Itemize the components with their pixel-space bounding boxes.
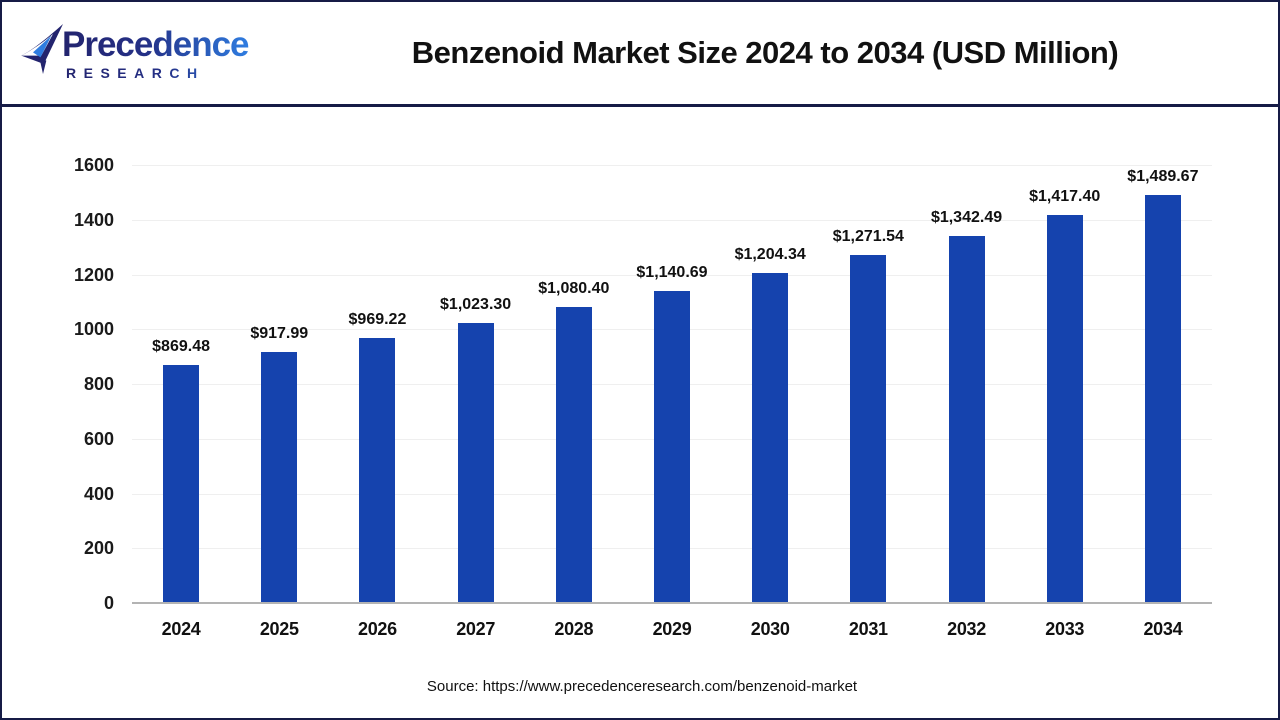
page-title: Benzenoid Market Size 2024 to 2034 (USD … (411, 35, 1119, 70)
paper-plane-logo-icon (21, 24, 63, 74)
x-axis-baseline (132, 602, 1212, 604)
logo-subtitle: RESEARCH (62, 66, 249, 80)
y-axis-tick-label: 800 (83, 374, 114, 394)
bar-value-label: $1,417.40 (1029, 188, 1101, 205)
x-axis-tick-label: 2031 (848, 619, 888, 639)
y-axis-tick-label: 0 (103, 593, 114, 613)
x-axis-tick-label: 2029 (652, 619, 692, 639)
chart-region: 0 200 400 600 800 1000 1200 1400 1600 $869.48 2024… (2, 110, 1278, 718)
x-axis-tick-label: 2034 (1143, 619, 1183, 639)
bar-2026 (359, 337, 396, 603)
bar-value-label: $1,271.54 (832, 227, 904, 245)
bar-2025 (261, 351, 298, 603)
bar-value-label: $1,023.30 (440, 295, 512, 313)
bar-slot: $1,417.40 2033 (1016, 165, 1114, 639)
gridline (132, 165, 1212, 166)
gridline (132, 219, 1212, 221)
y-axis-tick-label: 400 (83, 483, 114, 504)
gridline (132, 274, 1212, 276)
bar-slot: $1,140.69 2029 (623, 165, 721, 639)
bar-slot: $1,342.49 2032 (917, 165, 1015, 640)
bar-slot: $917.99 2025 (230, 165, 328, 639)
logo-text: Precedence RESEARCH (62, 24, 250, 80)
x-axis-tick-label: 2024 (161, 619, 201, 639)
x-axis-tick-label: 2026 (358, 619, 397, 639)
bar-2032 (948, 235, 985, 603)
bar-2033 (1046, 215, 1083, 603)
bar-slot: $869.48 2024 (132, 165, 230, 639)
bar-slot: $1,271.54 2031 (819, 165, 917, 639)
logo-wordmark: Precedence (62, 24, 250, 64)
y-axis-tick-label: 1200 (73, 264, 114, 285)
x-axis-tick-label: 2033 (1045, 619, 1085, 639)
bar-value-label: $1,489.67 (1127, 168, 1199, 186)
x-axis-tick-label: 2027 (456, 619, 496, 639)
bar-2031 (850, 254, 887, 603)
bar-slot: $1,080.40 2028 (525, 165, 623, 639)
x-axis-tick-label: 2030 (750, 619, 790, 639)
header: Precedence RESEARCH Benzenoid Market Siz… (2, 2, 1278, 107)
bar-value-label: $1,204.34 (734, 246, 806, 264)
bar-slot: $1,023.30 2027 (427, 165, 525, 639)
x-axis-tick-label: 2032 (947, 619, 986, 639)
bar-value-label: $917.99 (250, 324, 309, 342)
y-axis-tick-label: 1600 (73, 155, 114, 175)
bar-2028 (555, 307, 592, 603)
bar-value-label: $1,342.49 (930, 208, 1003, 226)
x-axis-tick-label: 2025 (259, 619, 299, 639)
brand-logo: Precedence RESEARCH (2, 24, 292, 80)
bar-value-label: $969.22 (348, 310, 407, 328)
title-wrap: Benzenoid Market Size 2024 to 2034 (USD … (292, 35, 1278, 71)
x-axis-tick-label: 2028 (554, 619, 594, 639)
bar-2024 (163, 364, 200, 603)
plot-area: 0 200 400 600 800 1000 1200 1400 1600 $869.48 2024… (74, 155, 1212, 640)
bar-2030 (752, 273, 789, 603)
bar-value-label: $1,080.40 (538, 280, 610, 298)
bar-2029 (653, 290, 690, 603)
y-axis-tick-label: 600 (83, 428, 114, 449)
bar-2027 (457, 322, 494, 603)
bar-value-label: $1,140.69 (636, 263, 708, 281)
bar-2034 (1144, 195, 1181, 603)
y-axis-tick-label: 200 (83, 538, 114, 559)
bar-slot: $1,204.34 2030 (721, 165, 819, 639)
y-axis-tick-label: 1000 (73, 319, 114, 340)
y-axis-tick-label: 1400 (73, 209, 114, 230)
bar-value-label: $869.48 (152, 337, 210, 355)
bar-slot: $969.22 2026 (328, 165, 426, 639)
source-text: Source: https://www.precedenceresearch.c… (426, 678, 858, 695)
bar-slot: $1,489.67 2034 (1114, 165, 1212, 639)
